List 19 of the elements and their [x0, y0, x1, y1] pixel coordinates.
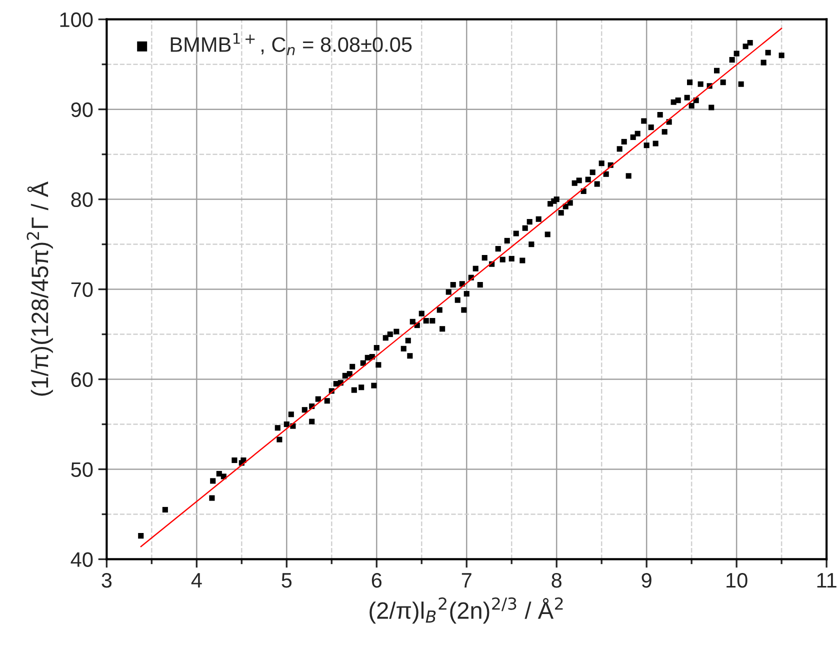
x-tick-label: 3 — [102, 572, 112, 588]
x-tick-label: 4 — [191, 573, 202, 588]
y-tick-label: 40 — [70, 552, 93, 567]
legend-label: BMMB$^{1+}$, C$_{n}$ = 8.08±0.05 — [170, 33, 412, 56]
x-tick-label: 6 — [372, 572, 382, 588]
x-tick-label: 10 — [726, 572, 748, 588]
x-tick-label: 9 — [642, 572, 652, 588]
x-tick-label: 7 — [462, 573, 472, 588]
y-tick-label: 60 — [71, 372, 93, 388]
x-tick-label: 11 — [817, 573, 836, 588]
x-axis-title: (2/π)l$_{B}$$^{2}$(2n)$^{2/3}$ / Å$^{2}$ — [370, 597, 563, 624]
x-tick-label: 5 — [282, 573, 292, 588]
y-tick-label: 50 — [71, 462, 93, 477]
x-tick-label: 8 — [552, 572, 562, 588]
y-tick-label: 80 — [71, 192, 93, 208]
y-tick-label: 70 — [71, 282, 93, 298]
y-axis-title: (1/π)(128/45π)$^{2}$Γ / Å — [26, 181, 53, 396]
y-tick-label: 100 — [60, 12, 93, 28]
y-tick-label: 90 — [71, 102, 93, 118]
